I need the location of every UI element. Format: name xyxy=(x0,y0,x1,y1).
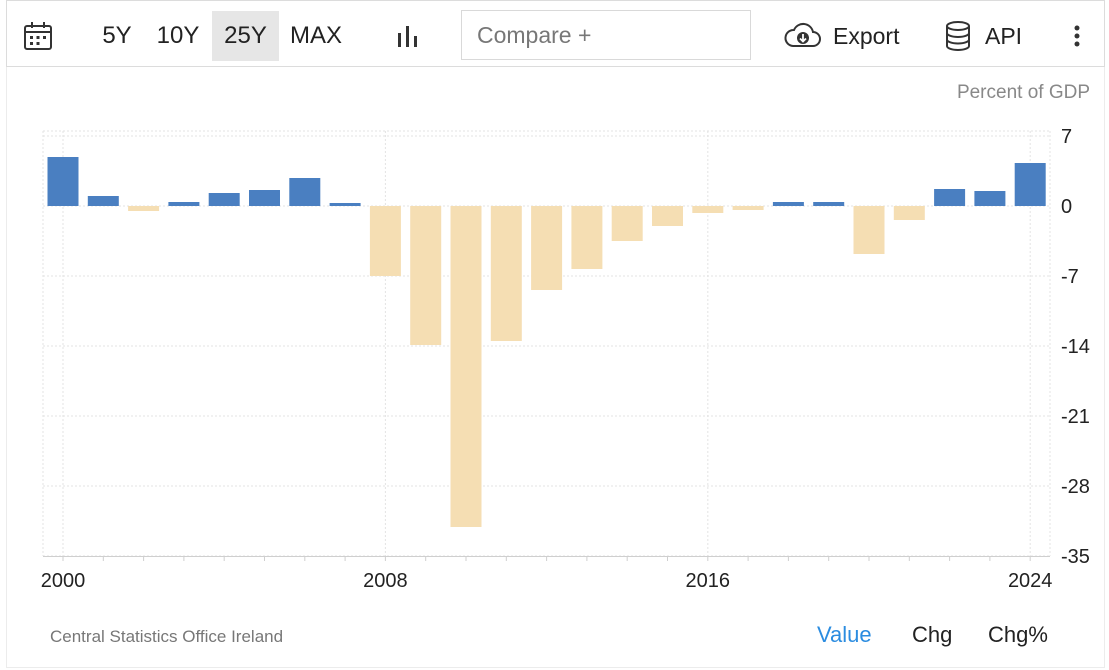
bar-2008 xyxy=(369,206,401,276)
bar-2024 xyxy=(1014,163,1046,206)
compare-input[interactable]: Compare + xyxy=(461,10,751,60)
bar-2022 xyxy=(934,189,966,206)
bar-2004 xyxy=(208,193,240,206)
bar-2017 xyxy=(732,206,764,210)
x-tick-label: 2000 xyxy=(41,570,86,592)
vertical-dots-icon[interactable] xyxy=(1065,21,1089,51)
tab-chg[interactable]: Chg xyxy=(912,622,953,647)
bar-2009 xyxy=(410,206,442,345)
bar-2003 xyxy=(168,202,200,206)
bar-2015 xyxy=(652,206,683,226)
calendar-icon[interactable] xyxy=(21,19,55,53)
unit-label: Percent of GDP xyxy=(956,82,1090,103)
cloud-download-icon[interactable] xyxy=(783,21,823,51)
range-25y-button[interactable]: 25Y xyxy=(212,11,279,61)
bar-2014 xyxy=(611,206,643,241)
export-button[interactable]: Export xyxy=(833,22,900,49)
range-5y-button[interactable]: 5Y xyxy=(102,22,132,49)
bar-2005 xyxy=(249,190,280,206)
bar-2019 xyxy=(813,202,845,206)
database-icon[interactable] xyxy=(941,19,975,53)
bar-2021 xyxy=(893,206,925,220)
y-tick-label: -28 xyxy=(1061,476,1090,498)
bar-2007 xyxy=(329,203,361,206)
y-tick-label: -21 xyxy=(1061,406,1090,428)
bar-2023 xyxy=(974,191,1006,206)
y-tick-label: -14 xyxy=(1061,336,1090,358)
y-tick-label: 7 xyxy=(1061,126,1072,148)
bar-chart-icon[interactable] xyxy=(393,21,423,51)
x-tick-label: 2008 xyxy=(363,570,408,592)
tab-value[interactable]: Value xyxy=(817,622,872,647)
bar-2012 xyxy=(531,206,563,290)
bar-2018 xyxy=(772,202,804,206)
y-tick-label: 0 xyxy=(1061,196,1072,218)
x-tick-label: 2024 xyxy=(1008,570,1053,592)
range-max-button[interactable]: MAX xyxy=(289,22,342,49)
bar-2011 xyxy=(490,206,522,341)
bar-2000 xyxy=(47,157,79,206)
bar-2002 xyxy=(128,206,160,211)
y-tick-label: -35 xyxy=(1061,546,1090,568)
bar-2020 xyxy=(853,206,885,254)
api-button[interactable]: API xyxy=(985,22,1023,49)
bar-2013 xyxy=(571,206,603,269)
bar-2010 xyxy=(450,206,482,527)
x-tick-label: 2016 xyxy=(686,570,731,592)
bar-2001 xyxy=(87,196,119,206)
y-tick-label: -7 xyxy=(1061,266,1079,288)
source-label: Central Statistics Office Ireland xyxy=(50,627,284,646)
range-10y-button[interactable]: 10Y xyxy=(156,22,200,49)
tab-chg-percent[interactable]: Chg% xyxy=(988,622,1048,647)
chart-frame xyxy=(6,67,1105,668)
chart-toolbar: 5Y 10Y 25Y MAX Compare + Export API xyxy=(6,0,1105,67)
bar-2016 xyxy=(692,206,724,213)
bar-2006 xyxy=(289,178,321,206)
